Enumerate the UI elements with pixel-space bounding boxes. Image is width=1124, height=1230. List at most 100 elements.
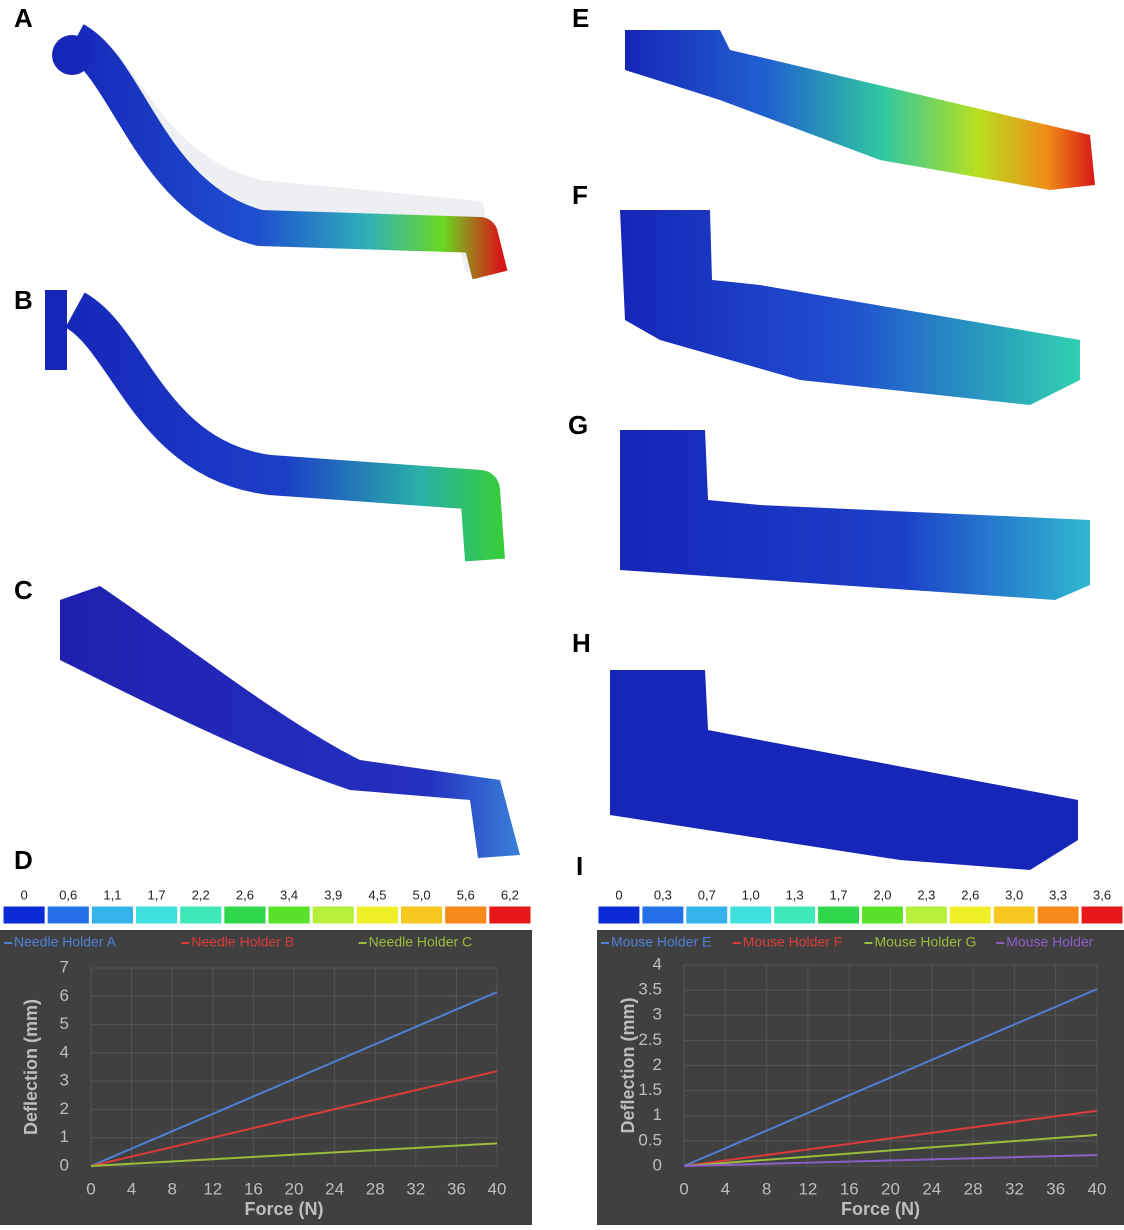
colorbar-cell <box>1037 906 1079 924</box>
panel-label: F <box>572 180 588 210</box>
colorbar-label: 0,7 <box>698 887 716 902</box>
x-tick-label: 0 <box>86 1179 95 1198</box>
colorbar-cell <box>3 906 45 924</box>
colorbar-cell <box>180 906 222 924</box>
panel-label: H <box>572 628 591 658</box>
colorbar-cell <box>993 906 1035 924</box>
colorbar-label: 0 <box>20 887 27 902</box>
panel-label: I <box>576 851 583 881</box>
y-tick-label: 1 <box>60 1127 69 1146</box>
colorbar-cell <box>818 906 860 924</box>
x-tick-label: 20 <box>285 1179 304 1198</box>
colorbar-cell <box>356 906 398 924</box>
y-tick-label: 4 <box>60 1042 69 1061</box>
x-axis-title: Force (N) <box>244 1199 323 1219</box>
x-tick-label: 16 <box>244 1179 263 1198</box>
legend-label: Needle Holder A <box>14 934 117 950</box>
colorbar-label: 1,1 <box>103 887 121 902</box>
render-a <box>52 35 490 275</box>
colorbar-label: 5,6 <box>457 887 475 902</box>
panel-label: G <box>568 410 588 440</box>
y-tick-label: 1.5 <box>638 1080 662 1099</box>
render-b <box>45 290 485 560</box>
y-tick-label: 0 <box>60 1155 69 1174</box>
x-tick-label: 32 <box>406 1179 425 1198</box>
x-tick-label: 20 <box>881 1179 900 1198</box>
x-tick-label: 8 <box>167 1179 176 1198</box>
render-e <box>625 30 1095 190</box>
y-tick-label: 2 <box>653 1055 662 1074</box>
colorbar-label: 0,6 <box>59 887 77 902</box>
x-tick-label: 0 <box>679 1179 688 1198</box>
colorbar-cell <box>730 906 772 924</box>
colorbar-label: 3,4 <box>280 887 298 902</box>
colorbar-label: 1,7 <box>148 887 166 902</box>
colorbar-label: 2,6 <box>961 887 979 902</box>
figure: ABCDEFGHI00,61,11,72,22,63,43,94,55,05,6… <box>0 0 1124 1225</box>
colorbar-cell <box>774 906 816 924</box>
colorbar-label: 2,6 <box>236 887 254 902</box>
y-tick-label: 7 <box>60 957 69 976</box>
colorbar-cell <box>47 906 89 924</box>
x-tick-label: 40 <box>1088 1179 1107 1198</box>
panel-label: C <box>14 575 33 605</box>
colorbar-cell <box>686 906 728 924</box>
colorbar-cell <box>91 906 133 924</box>
x-tick-label: 4 <box>721 1179 730 1198</box>
render-h <box>610 670 1078 870</box>
panel-label: D <box>14 845 33 875</box>
colorbar-cell <box>489 906 531 924</box>
x-tick-label: 24 <box>922 1179 941 1198</box>
x-axis-title: Force (N) <box>841 1199 920 1219</box>
colorbar-label: 3,0 <box>1005 887 1023 902</box>
y-tick-label: 6 <box>60 986 69 1005</box>
colorbar-cell <box>905 906 947 924</box>
legend-label: Needle Holder B <box>191 934 294 950</box>
legend-label: Mouse Holder F <box>743 934 843 950</box>
colorbar-cell <box>949 906 991 924</box>
colorbar-label: 1,7 <box>830 887 848 902</box>
colorbar-label: 6,2 <box>501 887 519 902</box>
colorbar-label: 0,3 <box>654 887 672 902</box>
y-tick-label: 2 <box>60 1099 69 1118</box>
colorbar-label: 0 <box>615 887 622 902</box>
colorbar-cell <box>1081 906 1123 924</box>
y-tick-label: 3 <box>60 1071 69 1090</box>
colorbar-label: 4,5 <box>368 887 386 902</box>
x-tick-label: 8 <box>762 1179 771 1198</box>
colorbar-cell <box>642 906 684 924</box>
chart-background <box>597 930 1124 1225</box>
colorbar-label: 1,3 <box>786 887 804 902</box>
legend-label: Mouse Holder <box>1006 934 1093 950</box>
colorbar-cell <box>598 906 640 924</box>
colorbar-label: 5,0 <box>413 887 431 902</box>
x-tick-label: 36 <box>447 1179 466 1198</box>
colorbar-cell <box>136 906 178 924</box>
y-axis-title: Deflection (mm) <box>618 997 638 1133</box>
colorbar-cell <box>401 906 443 924</box>
x-tick-label: 40 <box>488 1179 507 1198</box>
x-tick-label: 12 <box>203 1179 222 1198</box>
colorbar-cell <box>862 906 904 924</box>
y-axis-title: Deflection (mm) <box>21 999 41 1135</box>
y-tick-label: 0.5 <box>638 1130 662 1149</box>
legend-label: Needle Holder C <box>369 934 473 950</box>
colorbar-cell <box>224 906 266 924</box>
colorbar-label: 2,2 <box>192 887 210 902</box>
colorbar-label: 2,0 <box>873 887 891 902</box>
colorbar-label: 3,6 <box>1093 887 1111 902</box>
x-tick-label: 28 <box>366 1179 385 1198</box>
render-c <box>60 586 520 858</box>
colorbar-label: 2,3 <box>917 887 935 902</box>
x-tick-label: 12 <box>798 1179 817 1198</box>
y-tick-label: 2.5 <box>638 1030 662 1049</box>
panel-label: A <box>14 3 33 33</box>
x-tick-label: 16 <box>840 1179 859 1198</box>
y-tick-label: 3 <box>653 1005 662 1024</box>
x-tick-label: 36 <box>1046 1179 1065 1198</box>
x-tick-label: 24 <box>325 1179 344 1198</box>
y-tick-label: 0 <box>653 1155 662 1174</box>
colorbar-cell <box>445 906 487 924</box>
legend-label: Mouse Holder E <box>611 934 711 950</box>
y-tick-label: 5 <box>60 1014 69 1033</box>
